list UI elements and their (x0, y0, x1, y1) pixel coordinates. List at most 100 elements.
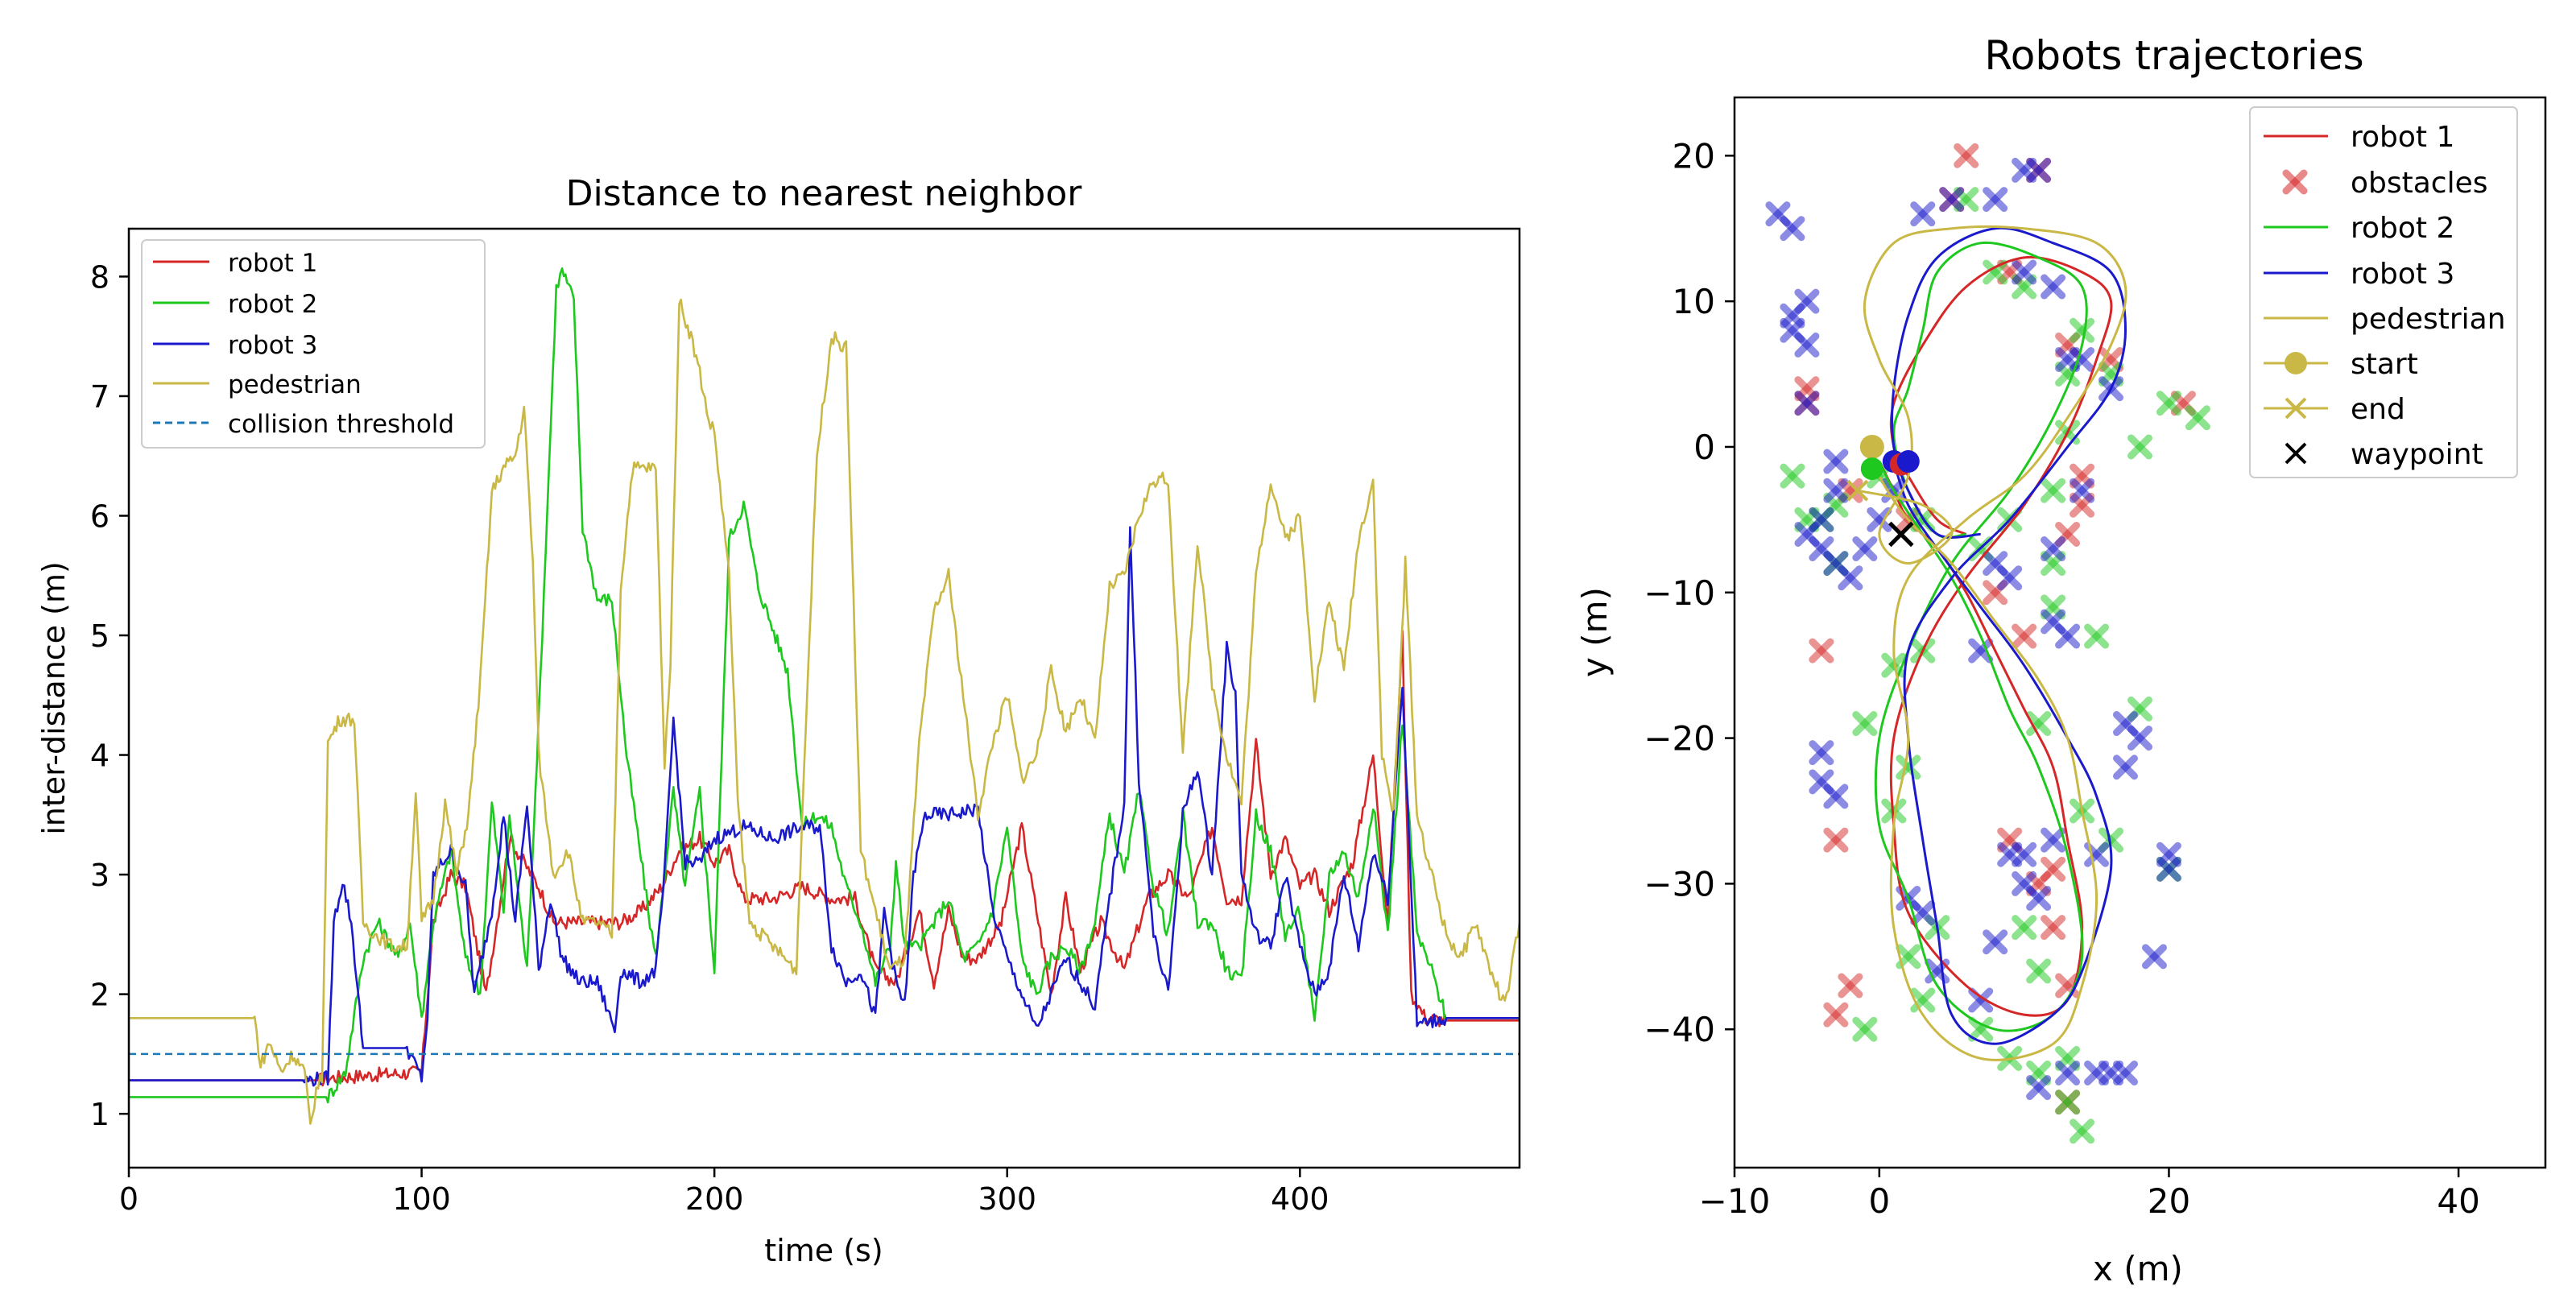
legend-robot1-label: robot 1 (2351, 121, 2454, 154)
x-tick-label: 100 (392, 1181, 451, 1217)
obstacle-marker (2127, 434, 2152, 460)
obstacle-marker (1838, 973, 1863, 999)
obstacle-marker (2069, 478, 2095, 503)
obstacle-marker (2012, 259, 2037, 285)
x-tick-label: −10 (1699, 1181, 1771, 1221)
obstacle-marker (1823, 1002, 1849, 1028)
obstacle-marker (2026, 1075, 2052, 1101)
legend-waypoint-label: waypoint (2351, 438, 2483, 471)
trajectory-chart-ylabel: y (m) (1575, 587, 1615, 677)
obstacle-marker (1823, 449, 1849, 474)
robot-start-marker (1860, 457, 1883, 481)
obstacle-marker (1983, 929, 2008, 955)
obstacle-marker (2041, 478, 2066, 503)
obstacle-marker (2041, 827, 2066, 853)
obstacle-marker (2113, 1060, 2139, 1085)
x-tick-label: 40 (2437, 1181, 2479, 1221)
trajectory-chart-title: Robots trajectories (1984, 32, 2363, 79)
waypoint-marker (1888, 521, 1914, 548)
obstacle-marker (2055, 1090, 2081, 1115)
obstacle-marker (1910, 201, 1936, 227)
trajectory-chart-frame (1733, 96, 2547, 1169)
y-tick-label: −20 (1644, 719, 1715, 759)
trajectory-chart-legend: robot 1 obstacles robot 2 robot 3 pedest… (2249, 106, 2518, 478)
legend-start-label: start (2351, 348, 2418, 381)
obstacle-marker (1852, 1016, 1878, 1042)
x-tick-label: 0 (1868, 1181, 1890, 1221)
obstacle-marker (1809, 638, 1834, 664)
obstacle-marker (1794, 391, 1820, 416)
obstacle-marker (1954, 143, 1979, 168)
y-tick-label: 4 (90, 738, 110, 774)
y-tick-label: 20 (1673, 136, 1715, 176)
legend-box (141, 239, 486, 449)
x-tick-label: 20 (2148, 1181, 2190, 1221)
legend-pedestrian-label: pedestrian (2351, 303, 2506, 336)
obstacle-marker (2026, 885, 2052, 911)
y-tick-label: −10 (1644, 573, 1715, 613)
legend-robot3-label: robot 3 (228, 331, 317, 360)
obstacle-marker (1997, 565, 2023, 591)
legend-robot3-label: robot 3 (2351, 258, 2454, 291)
trajectory-robot-1 (1878, 255, 2113, 1017)
y-tick-label: 0 (1693, 428, 1715, 467)
y-tick-label: 6 (90, 498, 110, 534)
series-pedestrian (129, 298, 1520, 1125)
robot-start-marker (1896, 450, 1920, 473)
obstacle-marker (2156, 391, 2181, 416)
obstacle-marker (2026, 958, 2052, 984)
obstacle-marker (1968, 638, 1994, 664)
obstacle-marker (2012, 623, 2037, 649)
start-marker (1859, 434, 1884, 459)
obstacle-marker (1867, 507, 1892, 532)
y-tick-label: 10 (1673, 282, 1715, 321)
trajectory-robot-2 (1874, 241, 2088, 1032)
legend-robot2-label: robot 2 (228, 290, 317, 319)
trajectory-chart-xlabel: x (m) (2093, 1249, 2183, 1288)
obstacle-marker (2069, 1119, 2095, 1144)
y-tick-label: 5 (90, 618, 110, 654)
distance-chart-frame (127, 227, 1521, 1169)
distance-chart-ylabel: inter-distance (m) (36, 561, 72, 835)
obstacle-marker (2041, 536, 2066, 562)
end-marker (1846, 479, 1869, 502)
obstacle-marker (1910, 900, 1936, 926)
obstacle-marker (2026, 711, 2052, 737)
y-tick-label: −40 (1644, 1010, 1715, 1049)
obstacle-marker (2156, 856, 2181, 882)
trajectory-chart: Robots trajectories −10 0 20 40 20 10 0 −10 −20… (1575, 32, 2547, 1288)
y-tick-label: 3 (90, 858, 110, 893)
legend-end-label: end (2351, 393, 2405, 426)
legend-threshold-label: collision threshold (228, 410, 454, 439)
legend-end-marker (2284, 397, 2307, 420)
obstacle-marker (1780, 216, 1805, 242)
obstacle-marker (2055, 1060, 2081, 1085)
legend-robot2-label: robot 2 (2351, 212, 2454, 245)
obstacle-marker (1852, 536, 1878, 562)
obstacle-marker (1983, 187, 2008, 213)
x-tick-label: 300 (978, 1181, 1036, 1217)
obstacle-marker (2041, 915, 2066, 941)
trajectory-pedestrian (1857, 225, 2127, 1061)
obstacle-marker (2012, 915, 2037, 941)
obstacle-marker (1939, 187, 1965, 213)
distance-chart-legend: robot 1 robot 2 robot 3 pedestrian colli… (141, 239, 486, 449)
legend-robot1-label: robot 1 (228, 249, 317, 278)
obstacle-marker (1838, 565, 1863, 591)
obstacle-marker (2141, 944, 2167, 970)
obstacle-marker (1823, 827, 1849, 853)
distance-chart: Distance to nearest neighbor 0 100 200 300 4… (36, 173, 1521, 1268)
x-tick-label: 0 (119, 1181, 139, 1217)
legend-pedestrian-label: pedestrian (228, 370, 362, 399)
obstacle-marker (1983, 259, 2008, 285)
obstacle-marker (2113, 755, 2139, 780)
x-tick-label: 200 (685, 1181, 744, 1217)
obstacle-marker (2041, 856, 2066, 882)
legend-start-marker (2284, 352, 2307, 374)
obstacle-marker (2185, 405, 2210, 431)
obstacle-marker (2055, 623, 2081, 649)
obstacle-marker (1896, 944, 1921, 970)
y-tick-label: 2 (90, 978, 110, 1013)
obstacle-marker (2012, 842, 2037, 867)
